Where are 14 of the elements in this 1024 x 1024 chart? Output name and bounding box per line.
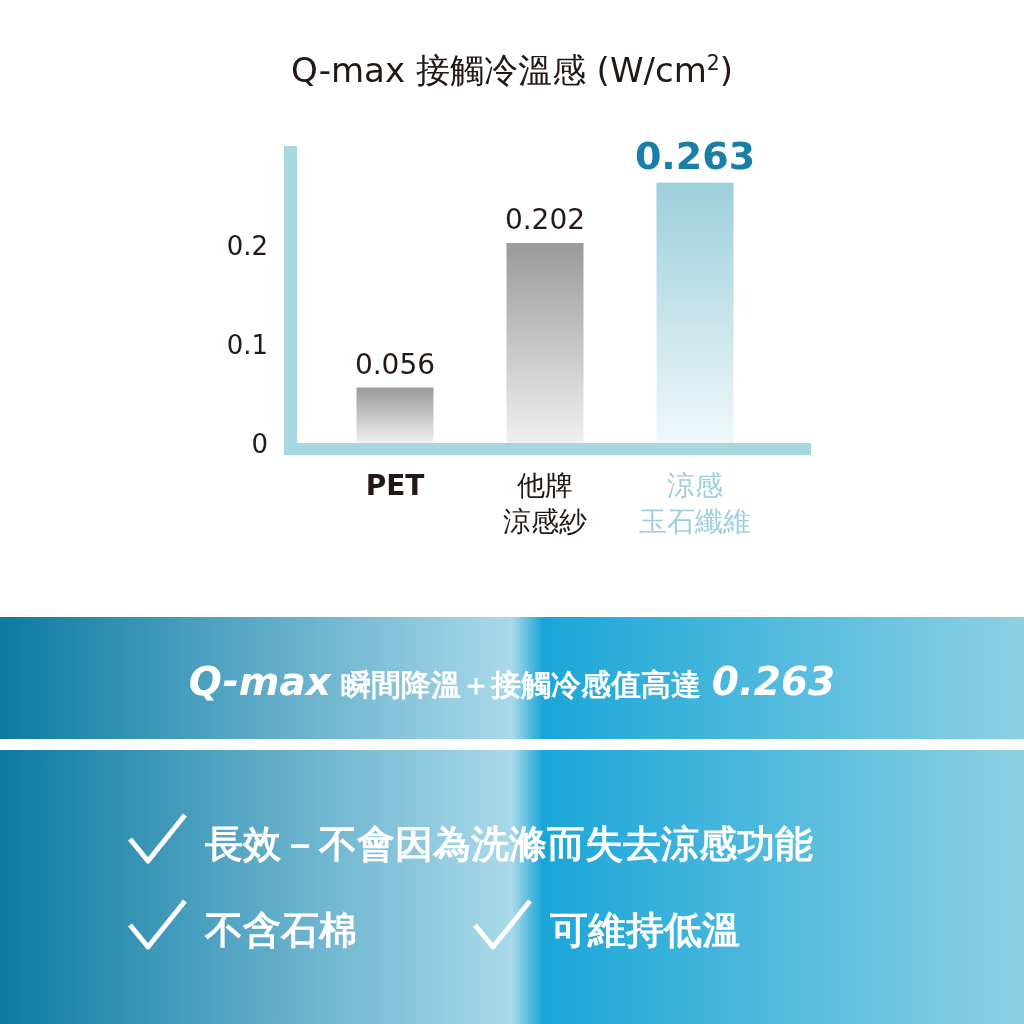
- x-tick-label: 他牌涼感紗: [503, 469, 587, 538]
- y-tick-label: 0: [251, 429, 268, 459]
- y-tick-label: 0.2: [226, 231, 268, 261]
- text: 可維持低溫: [550, 908, 740, 952]
- text: 長效－不會因為洗滌而失去涼感功能: [204, 822, 813, 866]
- data-label: 0.056: [354, 347, 436, 381]
- x-tick-label: 涼感玉石纖維: [639, 469, 751, 538]
- text: Q-max 瞬間降溫＋接觸冷感值高達 0.263: [188, 659, 836, 704]
- x-tick-label: PET: [365, 469, 425, 502]
- chart-title: Q-max 接觸冷溫感 (W/cm$^{2}$): [290, 50, 734, 90]
- data-label: 0.202: [504, 203, 586, 237]
- data-label: 0.263: [634, 133, 756, 178]
- y-tick-label: 0.1: [226, 330, 268, 360]
- text: 不含石棉: [204, 908, 357, 952]
